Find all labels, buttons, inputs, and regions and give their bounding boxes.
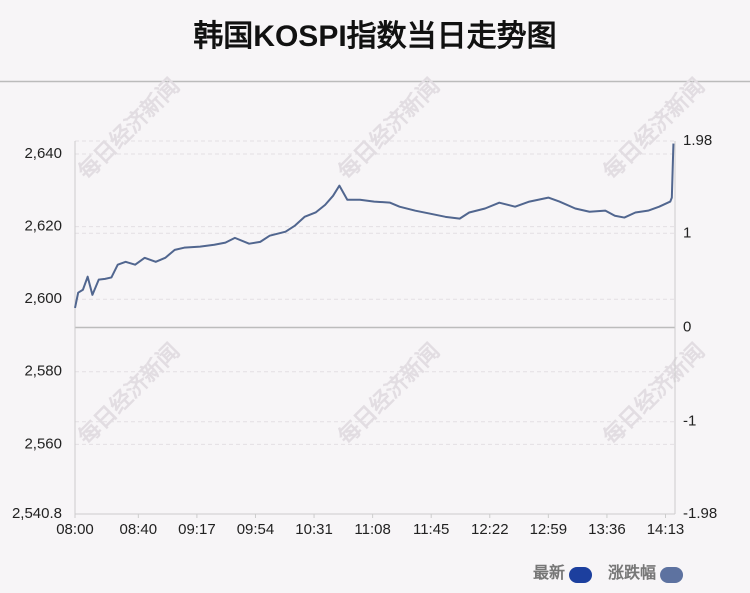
- x-tick-label: 08:40: [120, 521, 158, 538]
- x-tick-label: 13:36: [588, 521, 626, 538]
- x-tick-label: 09:54: [237, 521, 275, 538]
- y-tick-label: 2,560: [24, 435, 62, 452]
- x-tick-label: 11:45: [413, 521, 449, 538]
- x-tick-label: 08:00: [56, 521, 94, 538]
- y-tick-label: 2,620: [24, 218, 62, 235]
- y-tick-label: 2,600: [24, 290, 62, 307]
- legend-label: 最新: [533, 563, 565, 582]
- y-tick-label: 2,580: [24, 363, 62, 380]
- x-tick-label: 10:31: [295, 521, 333, 538]
- x-tick-label: 12:59: [530, 521, 568, 538]
- y-tick-label: 2,640: [24, 145, 62, 162]
- y-tick-label: 2,540.8: [12, 505, 62, 522]
- x-tick-label: 11:08: [354, 521, 390, 538]
- y2-tick-label: 0: [683, 318, 691, 335]
- x-tick-label: 14:13: [647, 521, 685, 538]
- y2-tick-label: -1: [683, 413, 696, 430]
- price-line: [74, 143, 675, 309]
- x-tick-label: 12:22: [471, 521, 509, 538]
- y2-tick-label: 1.98: [683, 132, 712, 149]
- legend-swatch: [660, 567, 684, 583]
- legend-swatch: [569, 567, 593, 583]
- y2-tick-label: -1.98: [683, 505, 717, 522]
- x-tick-label: 09:17: [178, 521, 216, 538]
- y2-tick-label: 1: [683, 224, 691, 241]
- legend-label: 涨跌幅: [608, 563, 656, 582]
- chart-title: 韩国KOSPI指数当日走势图: [193, 20, 556, 53]
